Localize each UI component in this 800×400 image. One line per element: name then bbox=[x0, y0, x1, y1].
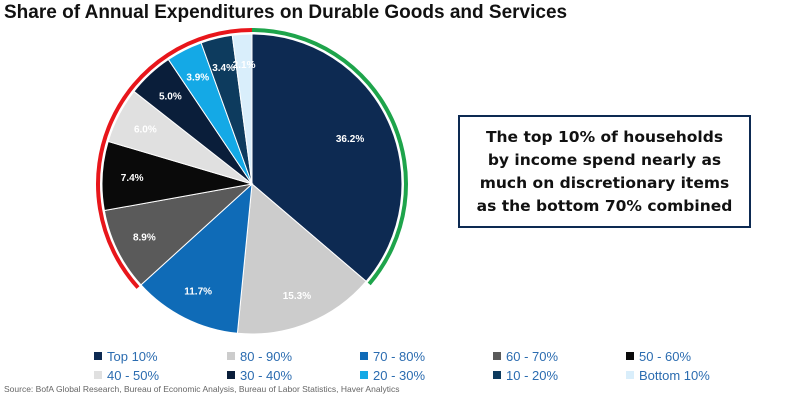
slice-label-2: 11.7% bbox=[184, 287, 212, 298]
chart-title: Share of Annual Expenditures on Durable … bbox=[4, 2, 568, 23]
highlight-arc-1 bbox=[96, 28, 253, 289]
slice-label-9: 2.1% bbox=[233, 60, 256, 71]
legend-item-4: 50 - 60% bbox=[626, 348, 759, 364]
legend-item-1: 80 - 90% bbox=[227, 348, 360, 364]
legend-label-5: 40 - 50% bbox=[107, 367, 160, 383]
legend-label-9: Bottom 10% bbox=[639, 367, 710, 383]
legend-swatch-3 bbox=[493, 352, 501, 360]
slice-label-0: 36.2% bbox=[336, 134, 364, 145]
legend-swatch-6 bbox=[227, 371, 235, 379]
legend-item-6: 30 - 40% bbox=[227, 367, 360, 383]
legend-label-8: 10 - 20% bbox=[506, 367, 559, 383]
legend-label-1: 80 - 90% bbox=[240, 348, 293, 364]
slice-label-8: 3.4% bbox=[212, 63, 235, 74]
legend-label-3: 60 - 70% bbox=[506, 348, 559, 364]
legend-label-7: 20 - 30% bbox=[373, 367, 426, 383]
pie-slice-0 bbox=[251, 33, 403, 283]
pie-slices bbox=[101, 33, 403, 335]
callout-text: The top 10% of households by income spen… bbox=[476, 127, 733, 215]
legend-swatch-8 bbox=[493, 371, 501, 379]
legend-swatch-0 bbox=[94, 352, 102, 360]
legend-swatch-4 bbox=[626, 352, 634, 360]
slice-labels: 36.2% 15.3% 11.7% 8.9% 7.4% 6.0% 5.0% 3.9%3.4%2… bbox=[121, 60, 365, 302]
callout-box: The top 10% of households by income spen… bbox=[458, 115, 751, 228]
source-note: Source: BofA Global Research, Bureau of … bbox=[4, 384, 400, 394]
legend-label-4: 50 - 60% bbox=[639, 348, 692, 364]
slice-label-6: 5.0% bbox=[159, 92, 182, 103]
legend-item-0: Top 10% bbox=[94, 348, 227, 364]
pie-slice-9 bbox=[231, 33, 253, 185]
legend-item-3: 60 - 70% bbox=[493, 348, 626, 364]
legend-item-7: 20 - 30% bbox=[360, 367, 493, 383]
slice-label-3: 8.9% bbox=[133, 233, 156, 244]
pie-slice-2 bbox=[140, 182, 253, 334]
legend: Top 10% 80 - 90% 70 - 80% 60 - 70% 50 - 60% 4… bbox=[94, 348, 794, 383]
legend-label-0: Top 10% bbox=[107, 348, 158, 364]
highlight-arc-0 bbox=[251, 28, 408, 286]
legend-label-6: 30 - 40% bbox=[240, 367, 293, 383]
pie-slice-3 bbox=[103, 183, 254, 286]
legend-label-2: 70 - 80% bbox=[373, 348, 426, 364]
slice-label-5: 6.0% bbox=[134, 124, 157, 135]
legend-swatch-7 bbox=[360, 371, 368, 379]
slice-label-4: 7.4% bbox=[121, 173, 144, 184]
slice-label-1: 15.3% bbox=[283, 291, 311, 302]
legend-item-9: Bottom 10% bbox=[626, 367, 759, 383]
highlight-arcs bbox=[96, 28, 408, 289]
legend-swatch-1 bbox=[227, 352, 235, 360]
legend-item-5: 40 - 50% bbox=[94, 367, 227, 383]
legend-swatch-2 bbox=[360, 352, 368, 360]
legend-swatch-9 bbox=[626, 371, 634, 379]
legend-item-2: 70 - 80% bbox=[360, 348, 493, 364]
slice-label-7: 3.9% bbox=[186, 72, 209, 83]
legend-item-8: 10 - 20% bbox=[493, 367, 626, 383]
legend-swatch-5 bbox=[94, 371, 102, 379]
pie-slice-1 bbox=[236, 182, 367, 335]
